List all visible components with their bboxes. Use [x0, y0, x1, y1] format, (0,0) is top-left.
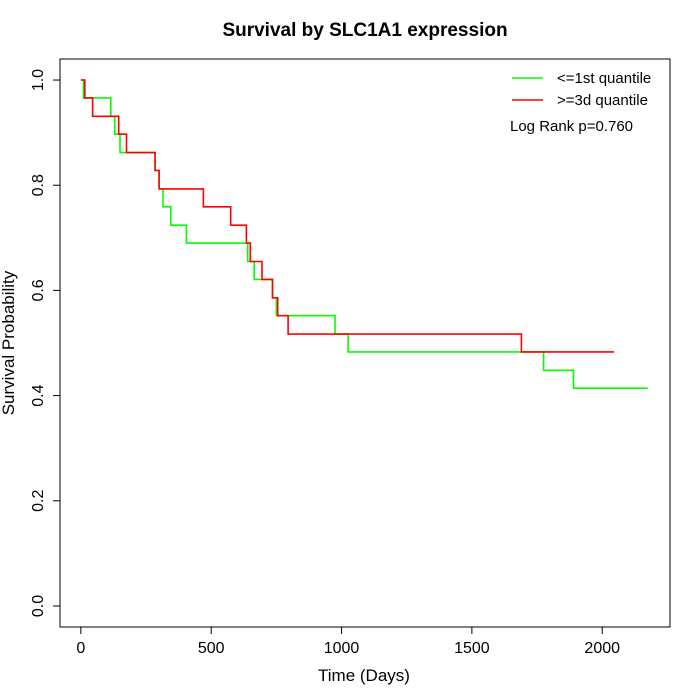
x-tick-label: 500 [198, 640, 225, 657]
legend: <=1st quantile >=3d quantile [512, 70, 651, 109]
legend-label-high: >=3d quantile [557, 92, 648, 109]
x-tick-label: 1000 [324, 640, 360, 657]
y-tick-label: 0.6 [30, 279, 47, 301]
chart-title: Survival by SLC1A1 expression [222, 20, 507, 41]
series-layer [80, 79, 648, 389]
log-rank-annotation: Log Rank p=0.760 [510, 118, 633, 135]
y-tick-label: 0.0 [30, 595, 47, 617]
series-high-expression-curve [80, 79, 614, 353]
y-tick-label: 1.0 [30, 69, 47, 91]
x-tick-label: 1500 [454, 640, 490, 657]
x-axis: 0 500 1000 1500 2000 [76, 626, 620, 657]
x-tick-label: 0 [76, 640, 85, 657]
legend-label-low: <=1st quantile [557, 70, 651, 87]
y-axis: 0.0 0.2 0.4 0.6 0.8 1.0 [30, 69, 61, 617]
y-tick-label: 0.4 [30, 384, 47, 406]
x-axis-label: Time (Days) [318, 666, 410, 685]
y-tick-label: 0.8 [30, 174, 47, 196]
x-tick-label: 2000 [584, 640, 620, 657]
y-axis-label: Survival Probability [0, 270, 18, 415]
y-tick-label: 0.2 [30, 490, 47, 512]
